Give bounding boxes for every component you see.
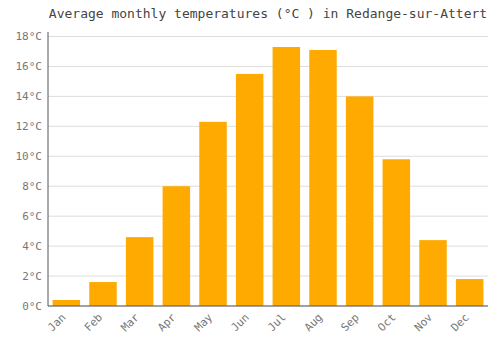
y-tick-label: 10°C <box>16 150 43 163</box>
y-tick-label: 0°C <box>22 300 42 313</box>
grid-line <box>48 186 488 187</box>
bar <box>163 186 191 306</box>
x-tick-label: Dec <box>449 311 472 334</box>
x-tick-label: Oct <box>375 311 398 334</box>
bar <box>126 237 153 306</box>
x-tick-label: Jul <box>265 311 288 334</box>
bar <box>456 279 484 306</box>
x-tick-label: Jun <box>229 311 252 334</box>
chart-container: Average monthly temperatures (°C ) in Re… <box>0 0 500 350</box>
grid-line <box>48 96 488 97</box>
bar <box>346 96 374 306</box>
x-tick-label: Nov <box>412 311 436 335</box>
bar <box>383 159 411 306</box>
chart: Average monthly temperatures (°C ) in Re… <box>0 0 500 350</box>
x-tick-label: Feb <box>82 311 105 334</box>
y-axis-ticks: 0°C 2°C 4°C 6°C 8°C 10°C 12°C 14°C 16°C 18°C <box>16 30 43 313</box>
y-tick-label: 16°C <box>16 60 43 73</box>
bar <box>53 300 80 306</box>
bar <box>419 240 447 306</box>
grid-line <box>48 216 488 217</box>
bar <box>199 122 227 306</box>
title: Average monthly temperatures (°C ) in Re… <box>49 6 487 21</box>
x-tick-label: Mar <box>119 311 143 335</box>
bar <box>89 282 117 306</box>
y-tick-label: 4°C <box>22 240 42 253</box>
y-axis-line <box>48 32 49 306</box>
bars <box>53 47 484 306</box>
x-tick-label: Sep <box>339 311 362 334</box>
bar <box>273 47 301 306</box>
y-tick-label: 18°C <box>16 30 43 43</box>
grid <box>48 36 488 306</box>
grid-line <box>48 156 488 157</box>
bar <box>236 74 264 306</box>
grid-line <box>48 306 488 307</box>
grid-line <box>48 36 488 37</box>
y-tick-label: 6°C <box>22 210 42 223</box>
y-tick-label: 8°C <box>22 180 42 193</box>
x-tick-label: Jan <box>45 311 68 334</box>
x-tick-label: Apr <box>155 311 179 335</box>
x-tick-label: May <box>192 311 216 335</box>
x-axis-line <box>48 306 488 307</box>
x-axis-ticks: Jan Feb Mar Apr May Jun Jul Aug Sep Oct Nov Dec <box>45 311 472 335</box>
y-tick-label: 2°C <box>22 270 42 283</box>
y-tick-label: 14°C <box>16 90 43 103</box>
grid-line <box>48 66 488 67</box>
x-tick-label: Aug <box>302 311 325 334</box>
grid-line <box>48 126 488 127</box>
bar <box>309 50 337 306</box>
y-tick-label: 12°C <box>16 120 43 133</box>
